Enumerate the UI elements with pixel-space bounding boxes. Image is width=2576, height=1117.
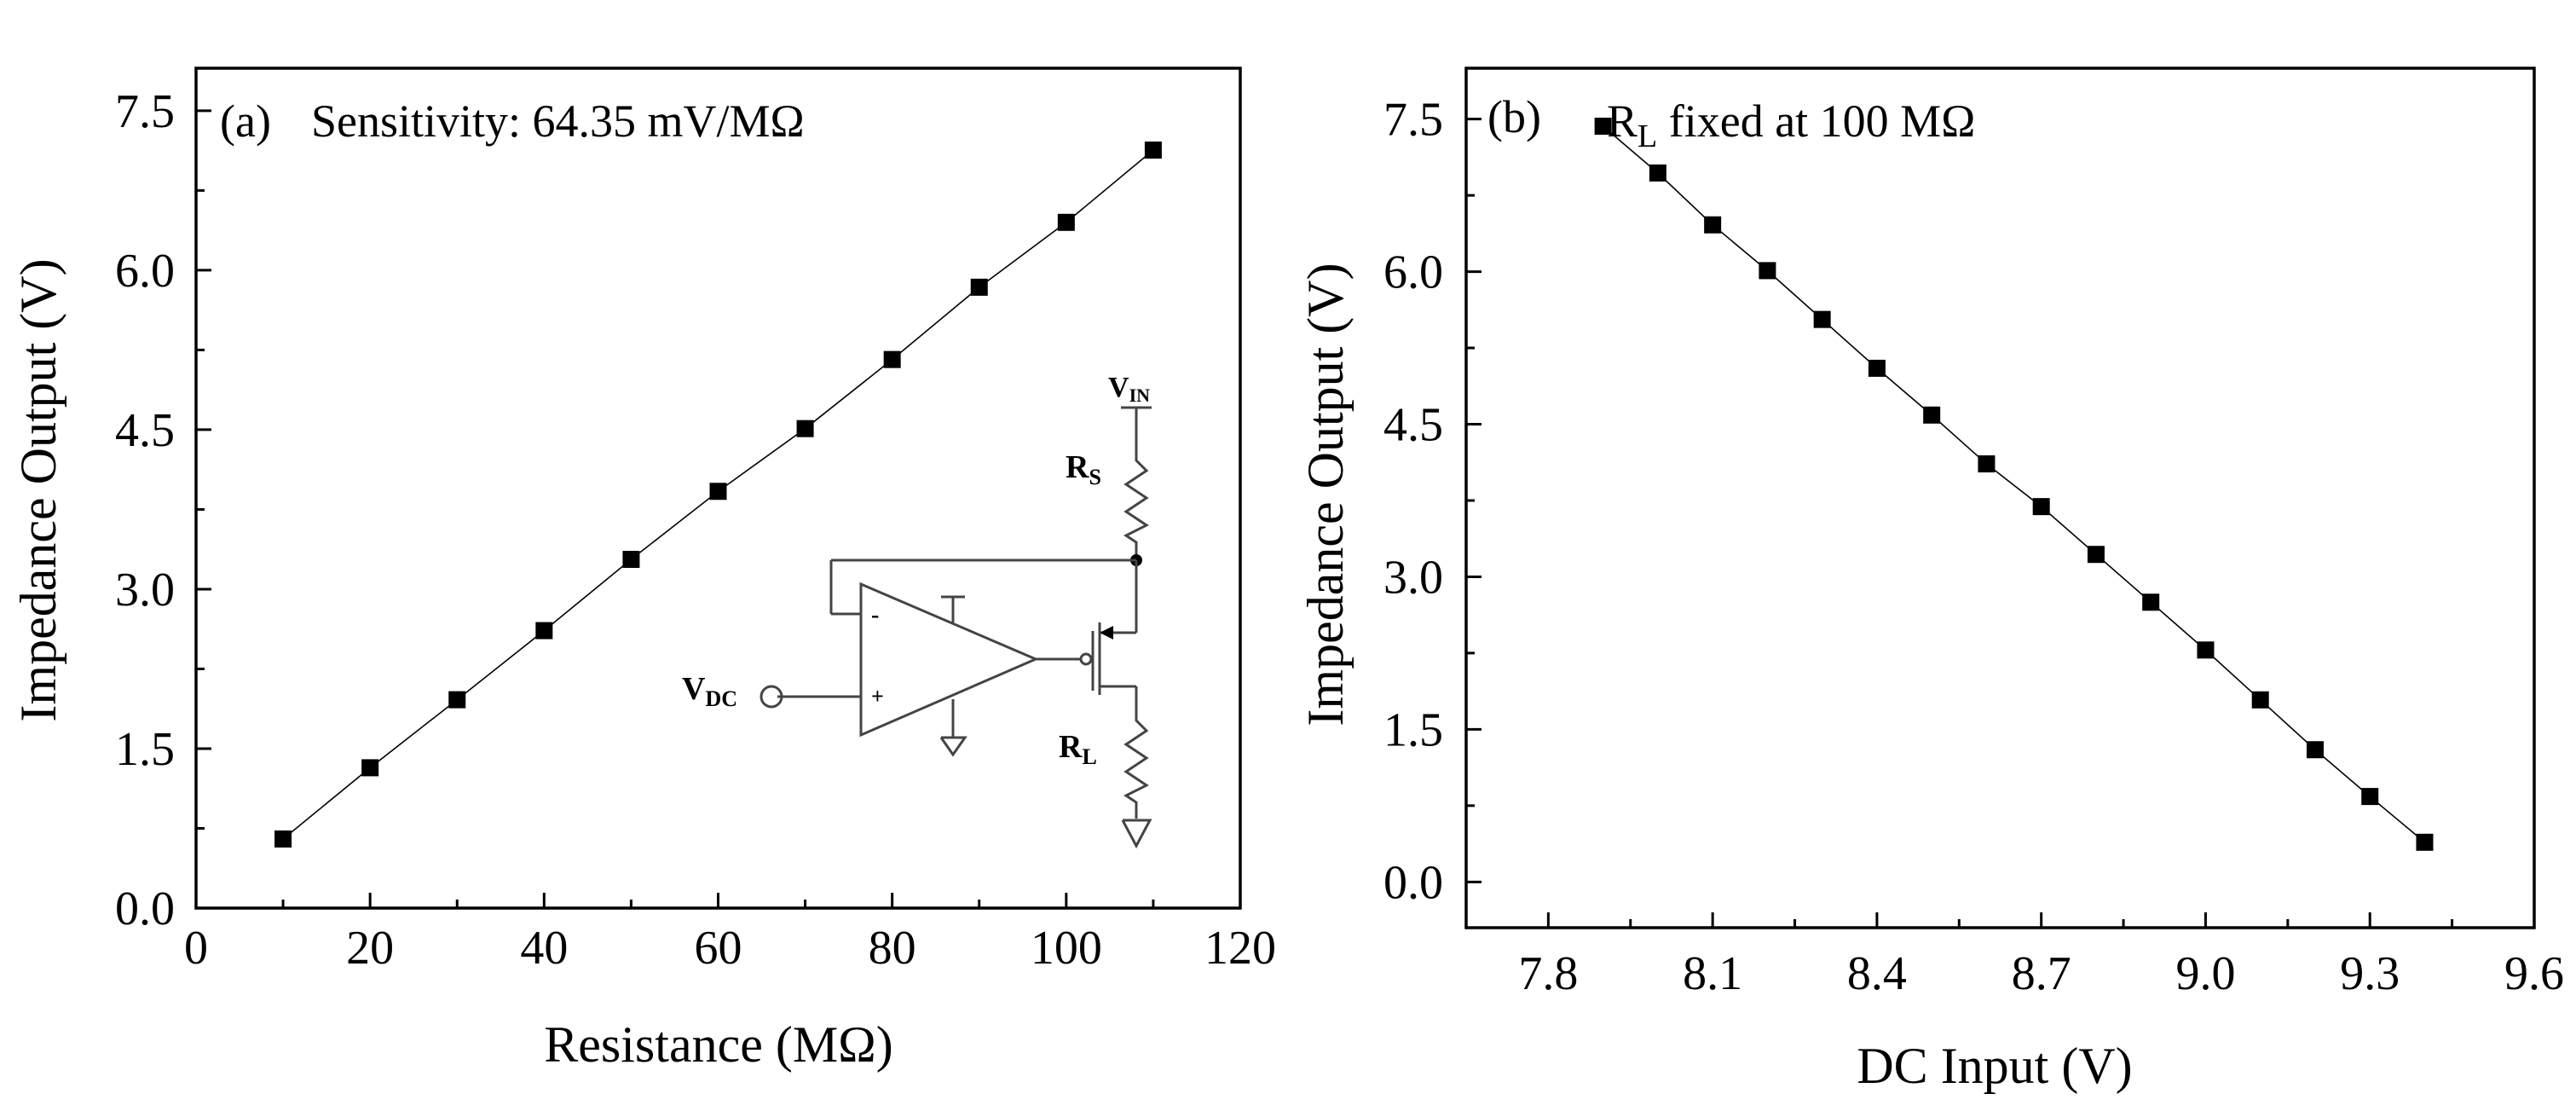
rl-ground-symbol: [1121, 819, 1152, 849]
data-point: [1978, 455, 1996, 473]
x-tick-label-b: 9.0: [2175, 947, 2235, 1000]
series-points-b: [1594, 117, 2434, 851]
y-tick-label-a: 3.0: [115, 564, 175, 616]
y-axis-title-a: Impedance Output (V): [10, 258, 66, 721]
data-point: [2087, 546, 2105, 564]
rl-fixed-annotation: RL fixed at 100 MΩ: [1607, 95, 1975, 154]
y-tick-label-b: 7.5: [1383, 94, 1443, 147]
vdc-terminal: [760, 685, 783, 709]
y-tick-label-b: 3.0: [1383, 551, 1443, 604]
x-tick-label-a: 60: [695, 922, 742, 975]
data-point: [1649, 164, 1666, 182]
panel-b: 7.8 8.1 8.4 8.7 9.0 9.3 9.60.01.53.04.56.07.5 …: [1297, 67, 2564, 1094]
x-tick-label-b: 8.1: [1683, 947, 1742, 1000]
x-tick-label-b: 7.8: [1518, 947, 1578, 1000]
data-point: [1813, 310, 1831, 328]
data-point: [709, 483, 727, 501]
opamp-minus: -: [871, 602, 879, 628]
data-point: [361, 759, 379, 777]
data-point: [1923, 406, 1941, 424]
y-tick-label-a: 4.5: [115, 404, 175, 457]
x-axis-title-b: DC Input (V): [1857, 1038, 2132, 1094]
x-tick-label-b: 8.7: [2012, 947, 2071, 1000]
panel-a: 0 20 40 60 80 100 120 0.0 1.5 3.0 4.5 6.0 7.5 (a) Se…: [10, 67, 1276, 1073]
x-tick-label-a: 100: [1031, 922, 1102, 975]
data-point: [2197, 641, 2215, 659]
x-tick-label-b: 8.4: [1847, 947, 1907, 1000]
series-line: [1603, 125, 2425, 843]
data-point: [1057, 213, 1075, 231]
data-point: [1704, 216, 1722, 234]
rs-resistor: [1123, 452, 1149, 558]
gate-circle: [1079, 652, 1093, 666]
data-point: [622, 551, 640, 569]
panel-label-b: (b): [1487, 91, 1541, 142]
y-tick-label-a: 1.5: [115, 723, 175, 776]
x-tick-label-b: 9.6: [2504, 947, 2564, 1000]
x-tick-label-a: 120: [1204, 922, 1276, 975]
y-tick-label-a: 7.5: [115, 85, 175, 138]
data-point: [1144, 142, 1162, 159]
data-point: [883, 350, 901, 368]
x-tick-label-a: 20: [346, 922, 394, 975]
data-point: [2416, 833, 2434, 851]
x-tick-label-a: 40: [520, 922, 568, 975]
data-point: [1868, 359, 1886, 377]
vin-label: VIN: [1108, 372, 1150, 406]
vdc-label: VDC: [682, 671, 737, 711]
data-point: [2032, 498, 2050, 516]
data-point: [274, 830, 292, 848]
data-point: [2142, 593, 2160, 611]
opamp-triangle: [859, 582, 1039, 738]
y-tick-label-a: 6.0: [115, 245, 175, 298]
data-point: [2251, 691, 2269, 709]
panel-label-a: (a): [220, 95, 271, 147]
data-point: [2306, 741, 2324, 759]
y-tick-label-b: 4.5: [1383, 399, 1443, 452]
plot-frame-b: [1464, 67, 2536, 929]
data-point: [796, 420, 814, 437]
data-point: [448, 691, 466, 709]
data-point: [1594, 117, 1612, 135]
sensitivity-annotation: Sensitivity: 64.35 mV/MΩ: [311, 95, 805, 147]
x-tick-label-a: 0: [184, 922, 208, 975]
x-axis-title-a: Resistance (MΩ): [544, 1016, 892, 1073]
x-tick-label-a: 80: [869, 922, 916, 975]
data-point: [970, 278, 988, 296]
y-tick-label-b: 1.5: [1383, 703, 1443, 756]
opamp-plus: +: [871, 684, 884, 709]
data-point: [535, 622, 553, 640]
axes-b: 7.8 8.1 8.4 8.7 9.0 9.3 9.6 0.0 1.5 3.0 4.5 6.0 7.5: [1383, 94, 2564, 1000]
axes-a: 0 20 40 60 80 100 120 0.0 1.5 3.0 4.5 6.0 7.5: [115, 85, 1276, 975]
y-tick-label-a: 0.0: [115, 883, 175, 935]
rs-label: RS: [1066, 449, 1101, 489]
x-tick-label-b: 9.3: [2340, 947, 2400, 1000]
data-point: [1759, 262, 1776, 280]
y-tick-label-b: 0.0: [1383, 856, 1443, 909]
y-tick-label-b: 6.0: [1383, 246, 1443, 299]
mosfet-arrow: [1100, 626, 1113, 640]
rl-resistor: [1123, 712, 1149, 819]
rl-label: RL: [1059, 729, 1097, 769]
opamp-ground-symbol: [939, 736, 967, 757]
data-point: [2361, 788, 2379, 806]
series-line-b: [1603, 125, 2425, 843]
y-axis-title-b: Impedance Output (V): [1297, 263, 1354, 726]
series-points-a: [274, 142, 1162, 848]
circuit-inset: VIN RS - +: [682, 372, 1152, 849]
